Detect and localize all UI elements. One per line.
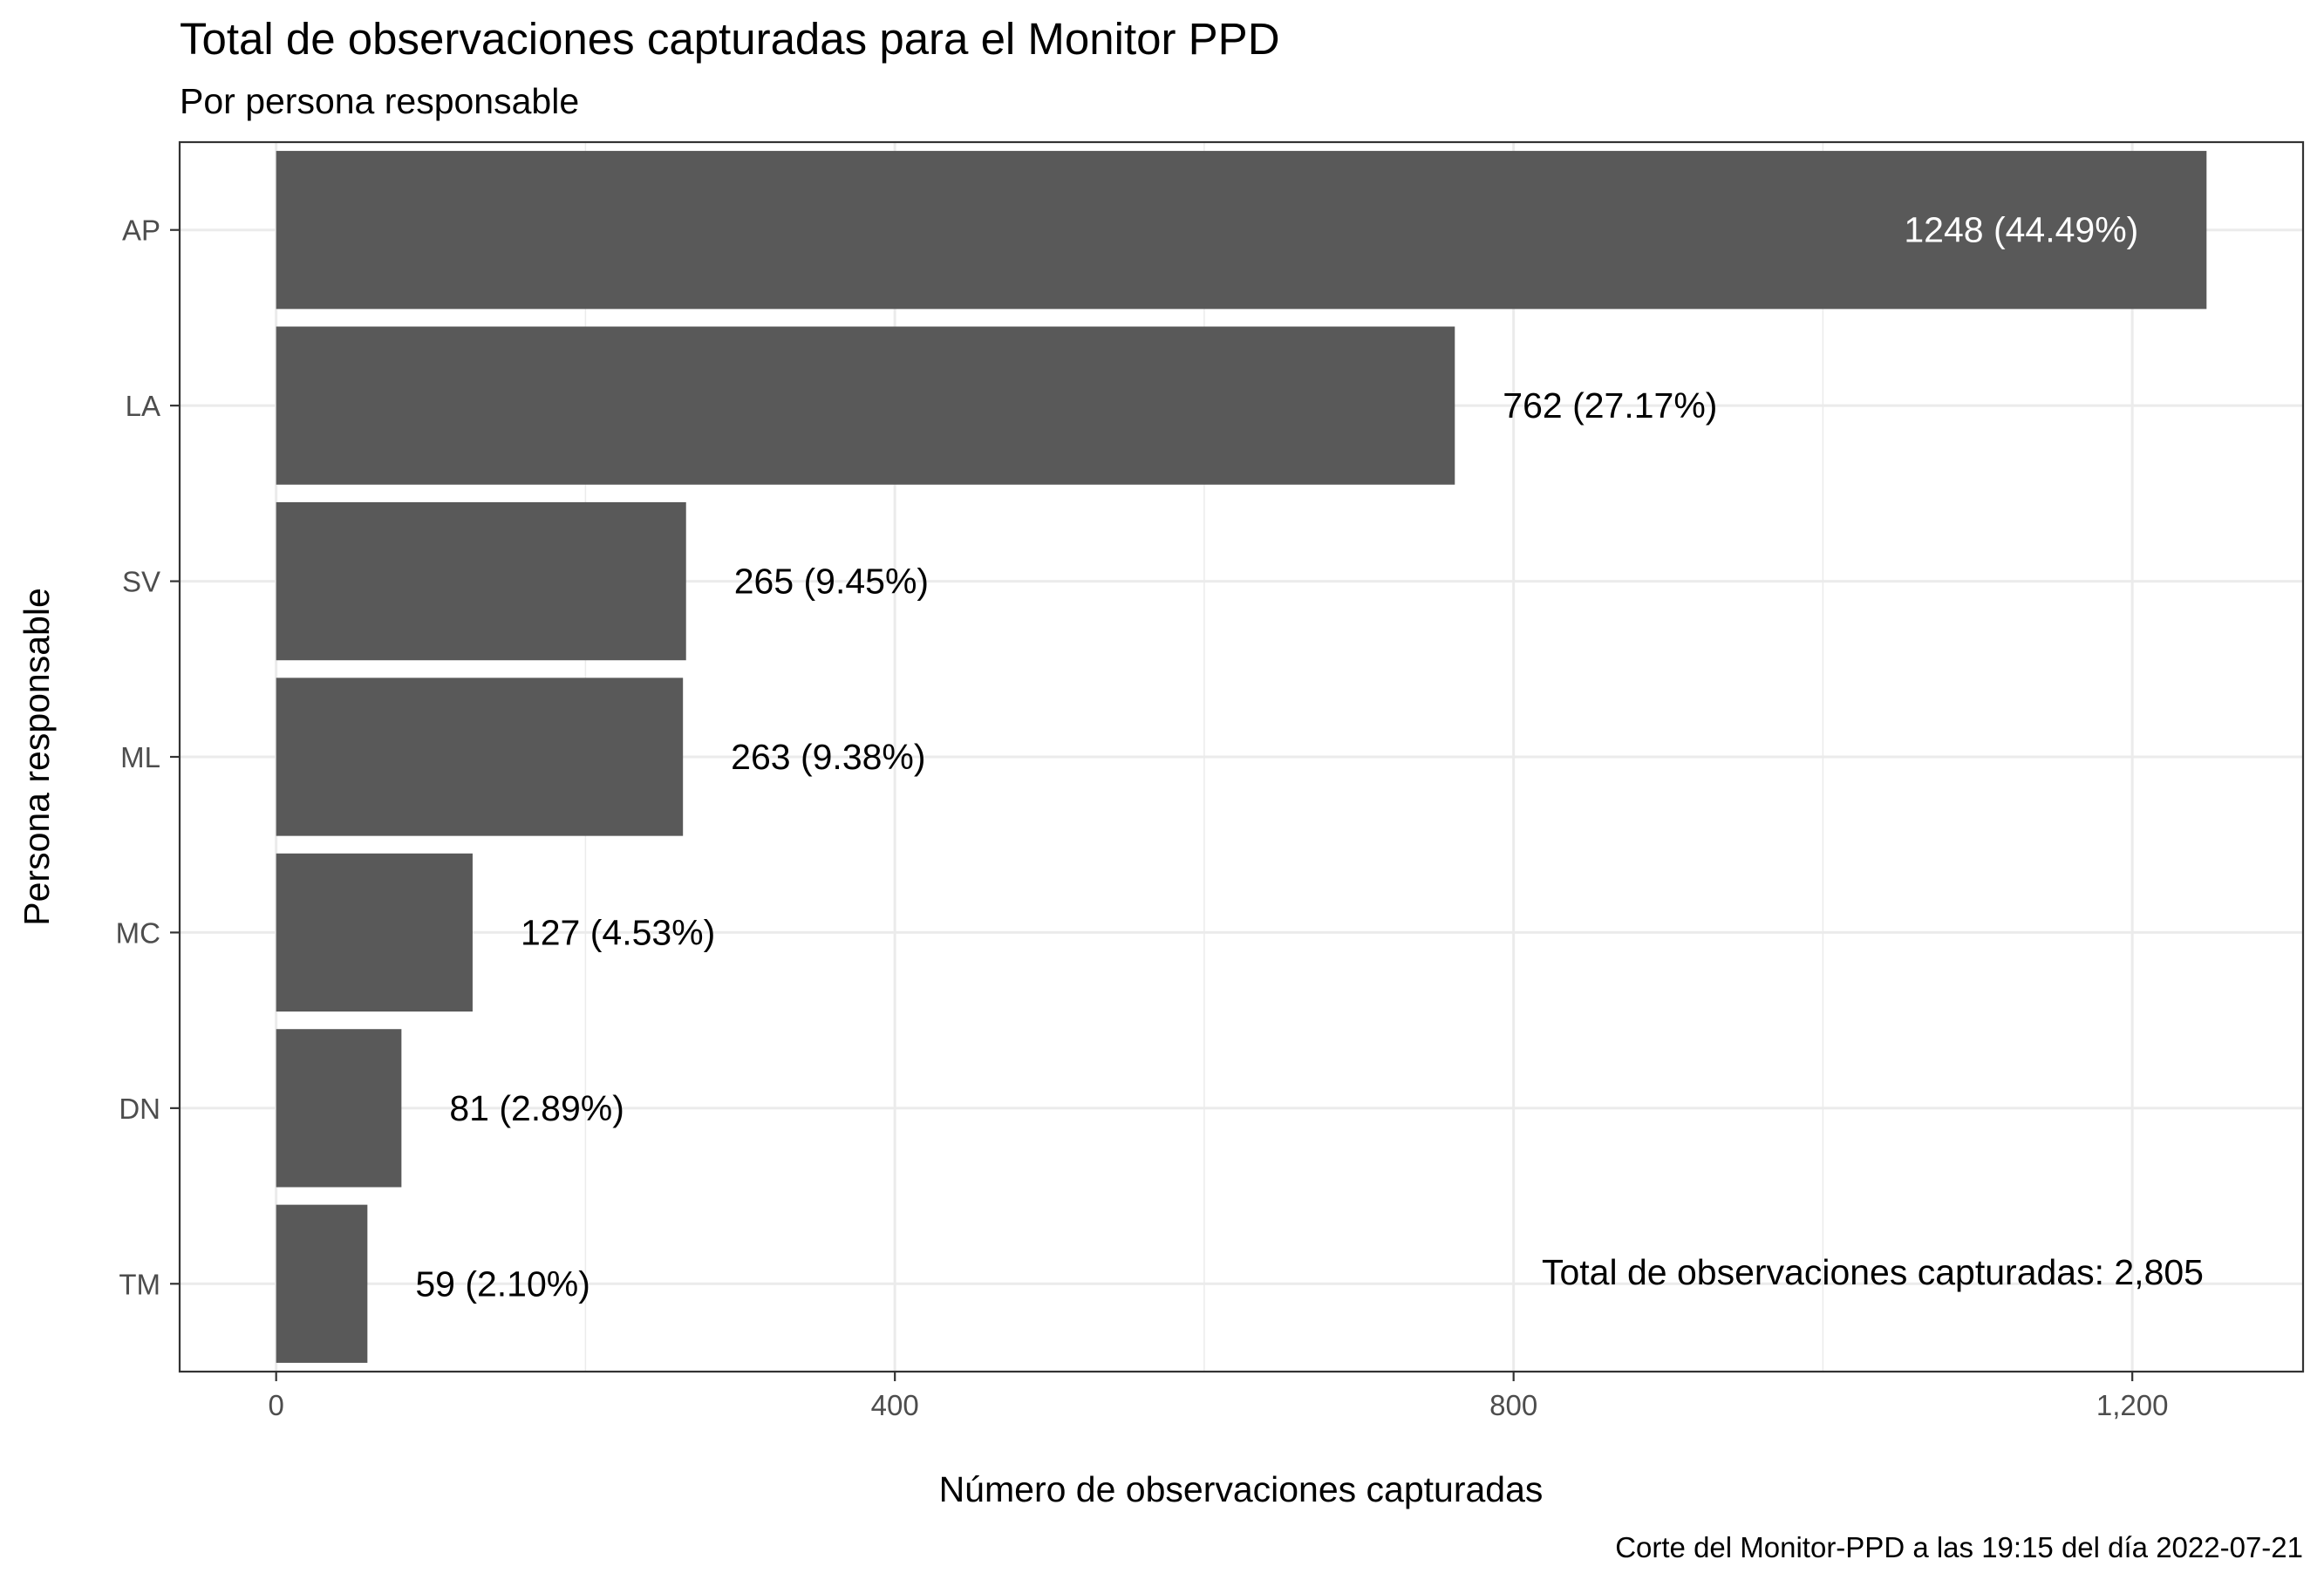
bar-tm [276,1204,368,1363]
data-label-tm: 59 (2.10%) [415,1263,590,1304]
x-axis-title: Número de observaciones capturadas [939,1469,1544,1509]
bar-mc [276,853,473,1012]
y-tick-label-tm: TM [119,1268,160,1300]
y-tick-label-sv: SV [122,566,160,598]
bar-sv [276,501,686,661]
chart-caption: Corte del Monitor-PPD a las 19:15 del dí… [1615,1531,2303,1563]
y-tick-label-la: LA [126,390,160,422]
data-label-dn: 81 (2.89%) [449,1088,624,1128]
x-tick-label: 400 [871,1389,919,1421]
bar-ml [276,678,684,836]
bar-la [276,326,1455,485]
data-label-la: 762 (27.17%) [1503,385,1717,426]
y-tick-label-ap: AP [122,215,160,247]
x-tick-label: 800 [1489,1389,1537,1421]
total-annotation: Total de observaciones capturadas: 2,805 [1542,1252,2204,1292]
y-axis-title: Persona responsable [17,588,57,925]
x-axis: 0 400 800 1,200 [269,1372,2169,1421]
y-tick-label-mc: MC [116,916,160,949]
data-label-ap: 1248 (44.49%) [1904,210,2138,250]
data-labels: 1248 (44.49%) 762 (27.17%) 265 (9.45%) 263 … [415,210,2138,1304]
y-tick-label-ml: ML [120,741,160,773]
bar-ap [276,151,2207,310]
data-label-sv: 265 (9.45%) [734,562,929,602]
data-label-ml: 263 (9.38%) [731,737,925,777]
x-tick-label: 0 [269,1389,284,1421]
chart-title: Total de observaciones capturadas para e… [180,14,1280,64]
data-label-mc: 127 (4.53%) [521,912,715,952]
x-tick-label: 1,200 [2096,1389,2169,1421]
bar-dn [276,1029,402,1188]
chart-subtitle: Por persona responsable [180,81,579,121]
y-tick-label-dn: DN [119,1093,160,1125]
bars [276,151,2207,1363]
y-axis: AP LA SV ML MC DN TM [116,215,180,1300]
